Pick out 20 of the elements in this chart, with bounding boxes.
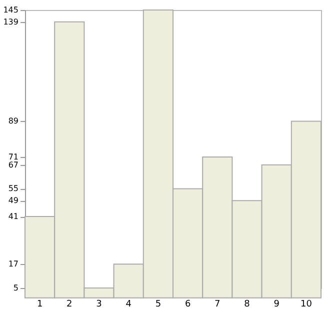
y-tick-label: 89: [8, 116, 18, 126]
y-tick-label: 41: [8, 212, 18, 222]
x-tick-label: 7: [214, 300, 220, 310]
y-tick-label: 5: [13, 284, 18, 292]
x-tick-label: 3: [96, 300, 102, 310]
y-tick-label: 67: [8, 160, 18, 170]
y-tick-label: 17: [8, 260, 18, 269]
y-tick-label: 49: [8, 196, 18, 206]
x-tick-label: 8: [244, 300, 250, 310]
x-tick-label: 6: [184, 300, 191, 310]
y-tick-label: 139: [3, 17, 18, 26]
y-tick-label: 71: [8, 152, 18, 162]
x-tick-label: 10: [300, 300, 312, 310]
x-tick-label: 2: [66, 300, 72, 310]
x-tick-label: 9: [274, 300, 280, 310]
y-tick-label: 145: [3, 6, 18, 14]
x-tick-label: 4: [126, 300, 132, 310]
x-tick-label: 1: [36, 300, 43, 310]
y-tick-label: 55: [8, 184, 18, 194]
x-tick-label: 5: [155, 300, 162, 310]
